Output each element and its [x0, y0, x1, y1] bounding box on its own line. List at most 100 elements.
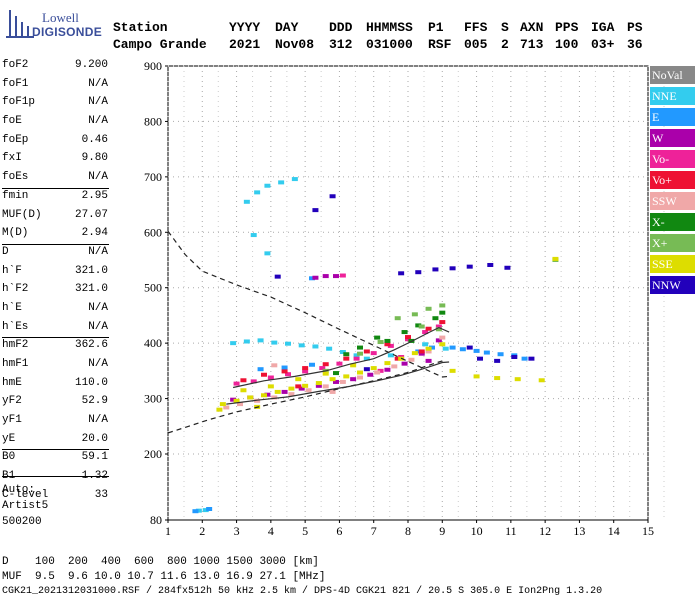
param-label: yF1 — [2, 414, 22, 427]
echo-point-vominus — [387, 343, 394, 348]
param-row: C-level 33 — [2, 486, 108, 505]
param-value: 362.6 — [74, 339, 108, 352]
param-row: foF1p N/A — [2, 93, 108, 112]
echo-point-w — [298, 386, 305, 391]
param-row: foF2 9.200 — [2, 56, 108, 75]
autoscaling-program: Artist5 — [2, 500, 49, 512]
echo-point-sse — [494, 376, 501, 381]
param-row: foEp 0.46 — [2, 131, 108, 150]
echo-point-w — [350, 377, 357, 382]
echo-point-nne — [339, 350, 346, 355]
echo-point-sse — [370, 366, 377, 371]
param-value: 9.200 — [74, 59, 108, 71]
echo-point-voplus — [394, 356, 401, 361]
echo-point-nnw — [504, 265, 511, 270]
echo-point-ssw — [322, 384, 329, 389]
echo-point-xminus — [384, 338, 391, 343]
echo-point-w — [312, 275, 319, 280]
param-value: 110.0 — [74, 376, 108, 389]
header-value-ps: 36 — [627, 37, 643, 52]
echo-point-sse — [247, 395, 254, 400]
header-label-s: S — [501, 20, 509, 35]
echo-point-sse — [219, 402, 226, 407]
param-value: N/A — [88, 77, 108, 90]
x-tick-label: 6 — [336, 524, 342, 538]
param-label: foF2 — [2, 59, 29, 71]
legend-entry-nne: NNE — [650, 87, 695, 105]
muf-dashed-curve — [167, 230, 450, 378]
echo-point-w — [384, 367, 391, 372]
param-row: foE N/A — [2, 112, 108, 131]
echo-point-sse — [343, 374, 350, 379]
x-tick-label: 15 — [642, 524, 654, 538]
param-row: B0 59.1 — [2, 448, 108, 467]
echo-point-vominus — [370, 351, 377, 356]
param-row: yF2 52.9 — [2, 392, 108, 411]
echo-point-nne — [243, 339, 250, 344]
echo-point-w — [322, 274, 329, 279]
header-label-day: DAY — [275, 20, 299, 35]
param-value: N/A — [88, 115, 108, 128]
echo-point-xminus — [432, 316, 439, 321]
param-row: h`Es N/A — [2, 318, 108, 337]
param-value: 2.94 — [81, 227, 108, 240]
param-row: h`E N/A — [2, 299, 108, 318]
echo-point-e — [206, 507, 213, 511]
echo-point-vominus — [267, 375, 274, 380]
param-value: N/A — [88, 320, 108, 333]
echo-point-nnw — [466, 345, 473, 350]
echo-point-nnw — [415, 270, 422, 275]
echo-point-nnw — [329, 194, 336, 199]
echo-point-sse — [425, 346, 432, 351]
echo-point-sse — [384, 361, 391, 366]
x-tick-label: 12 — [539, 524, 551, 538]
param-value: 2.95 — [81, 189, 108, 202]
y-tick-label: 800 — [144, 114, 162, 128]
param-value: N/A — [88, 245, 108, 258]
param-row: hmF1 N/A — [2, 355, 108, 374]
param-label: fmin — [2, 189, 29, 202]
echo-point-vominus — [405, 337, 411, 342]
echo-point-voplus — [418, 349, 425, 354]
muf-row: MUF 9.5 9.6 10.0 10.7 11.6 13.0 16.9 27.… — [2, 571, 326, 583]
param-row: hmF2 362.6 — [2, 336, 108, 355]
echo-point-nne — [285, 341, 291, 346]
x-tick-label: 4 — [268, 524, 274, 538]
param-label: hmF1 — [2, 358, 29, 370]
header-value-time: 031000 — [366, 37, 413, 52]
echo-point-sse — [329, 377, 336, 382]
echo-point-sse — [302, 383, 309, 388]
x-tick-label: 2 — [199, 524, 205, 538]
echo-point-w — [425, 358, 432, 363]
logo: Lowell DIGISONDE — [4, 6, 104, 44]
echo-point-nnw — [274, 274, 281, 279]
echo-point-xminus — [374, 335, 381, 340]
header-value-iga: 03+ — [591, 37, 615, 52]
legend-entry-sse: SSE — [650, 255, 695, 273]
param-label: C-level — [2, 488, 49, 501]
echo-point-sse — [216, 407, 223, 412]
param-divider — [2, 449, 109, 450]
echo-point-xminus — [401, 330, 408, 335]
chart-ticks: 1 2 3 4 5 6 7 8 9 10 11 12 13 14 158020030040050060070… — [144, 59, 654, 538]
echo-point-e — [192, 509, 199, 514]
header-value-axn: 713 — [520, 37, 544, 52]
param-row: M(D) 2.94 — [2, 224, 108, 243]
echo-point-voplus — [281, 369, 288, 374]
param-value: 27.07 — [74, 208, 108, 221]
legend-entry-vo-plus: Vo+ — [650, 171, 695, 189]
param-label: yF2 — [2, 395, 22, 408]
param-label: yE — [2, 432, 16, 445]
logo-emblem-icon — [6, 10, 34, 38]
echo-point-nnw — [466, 264, 473, 269]
echo-point-e — [459, 347, 466, 352]
echo-point-nnw — [477, 356, 483, 361]
echo-point-w — [435, 338, 442, 343]
param-label: foEp — [2, 133, 29, 146]
param-label: h`Es — [2, 320, 29, 333]
echo-point-vominus — [233, 381, 240, 386]
echo-point-sse — [357, 370, 363, 375]
echo-point-xplus — [394, 316, 401, 321]
header-label-year: YYYY — [229, 20, 261, 35]
echo-point-ssw — [329, 389, 336, 394]
